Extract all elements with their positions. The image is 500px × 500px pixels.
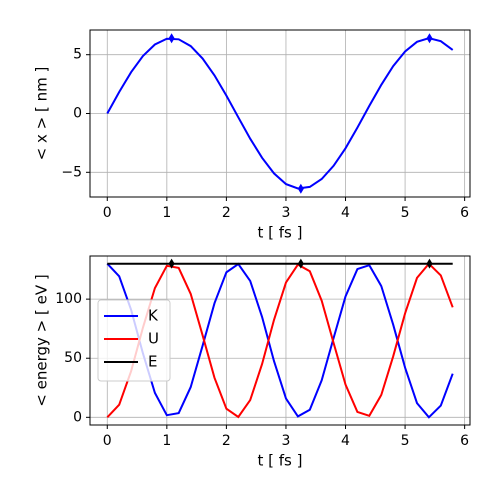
x-tick-label: 1 (162, 205, 171, 221)
legend-label: K (148, 307, 159, 325)
series-line (106, 37, 454, 190)
x-tick-label: 3 (281, 205, 290, 221)
legend: KUE (97, 299, 171, 382)
y-axis-label: < x > [ nm ] (33, 67, 51, 161)
x-tick-label: 6 (460, 205, 469, 221)
x-tick-label: 6 (460, 433, 469, 449)
y-tick-label: 100 (55, 291, 82, 307)
series-line (106, 262, 454, 419)
marker (168, 258, 175, 269)
marker (297, 258, 304, 269)
x-tick-label: 0 (103, 433, 112, 449)
y-tick-label: −5 (61, 164, 82, 180)
x-tick-label: 3 (281, 433, 290, 449)
axes: 0 1 2 3 4 5 6 0 50 100 t [ fs ] < energy > [ eV ] KU… (33, 255, 471, 470)
x-tick-label: 0 (103, 205, 112, 221)
y-tick-label: 0 (73, 106, 82, 122)
x-tick-label: 2 (222, 205, 231, 221)
x-tick-label: 1 (162, 433, 171, 449)
x-tick-label: 4 (341, 205, 350, 221)
axes-frame (89, 255, 471, 426)
y-tick-label: 0 (73, 409, 82, 425)
series-line (106, 262, 454, 419)
legend-box (97, 299, 171, 382)
legend-label: E (148, 353, 157, 371)
x-axis-label: t [ fs ] (258, 452, 303, 470)
axes: 0 1 2 3 4 5 6 −5 0 5 t [ fs ] < x > [ nm ] (33, 29, 471, 242)
x-tick-label: 2 (222, 433, 231, 449)
x-tick-label: 5 (401, 433, 410, 449)
x-tick-label: 5 (401, 205, 410, 221)
axes-frame (89, 29, 471, 198)
marker (297, 183, 304, 194)
legend-label: U (148, 330, 159, 348)
x-tick-label: 4 (341, 433, 350, 449)
marker (426, 33, 433, 44)
x-axis-label: t [ fs ] (258, 224, 303, 242)
y-axis-label: < energy > [ eV ] (33, 274, 51, 406)
marker (426, 258, 433, 269)
y-tick-label: 50 (64, 350, 82, 366)
marker (168, 33, 175, 44)
y-tick-label: 5 (73, 47, 82, 63)
